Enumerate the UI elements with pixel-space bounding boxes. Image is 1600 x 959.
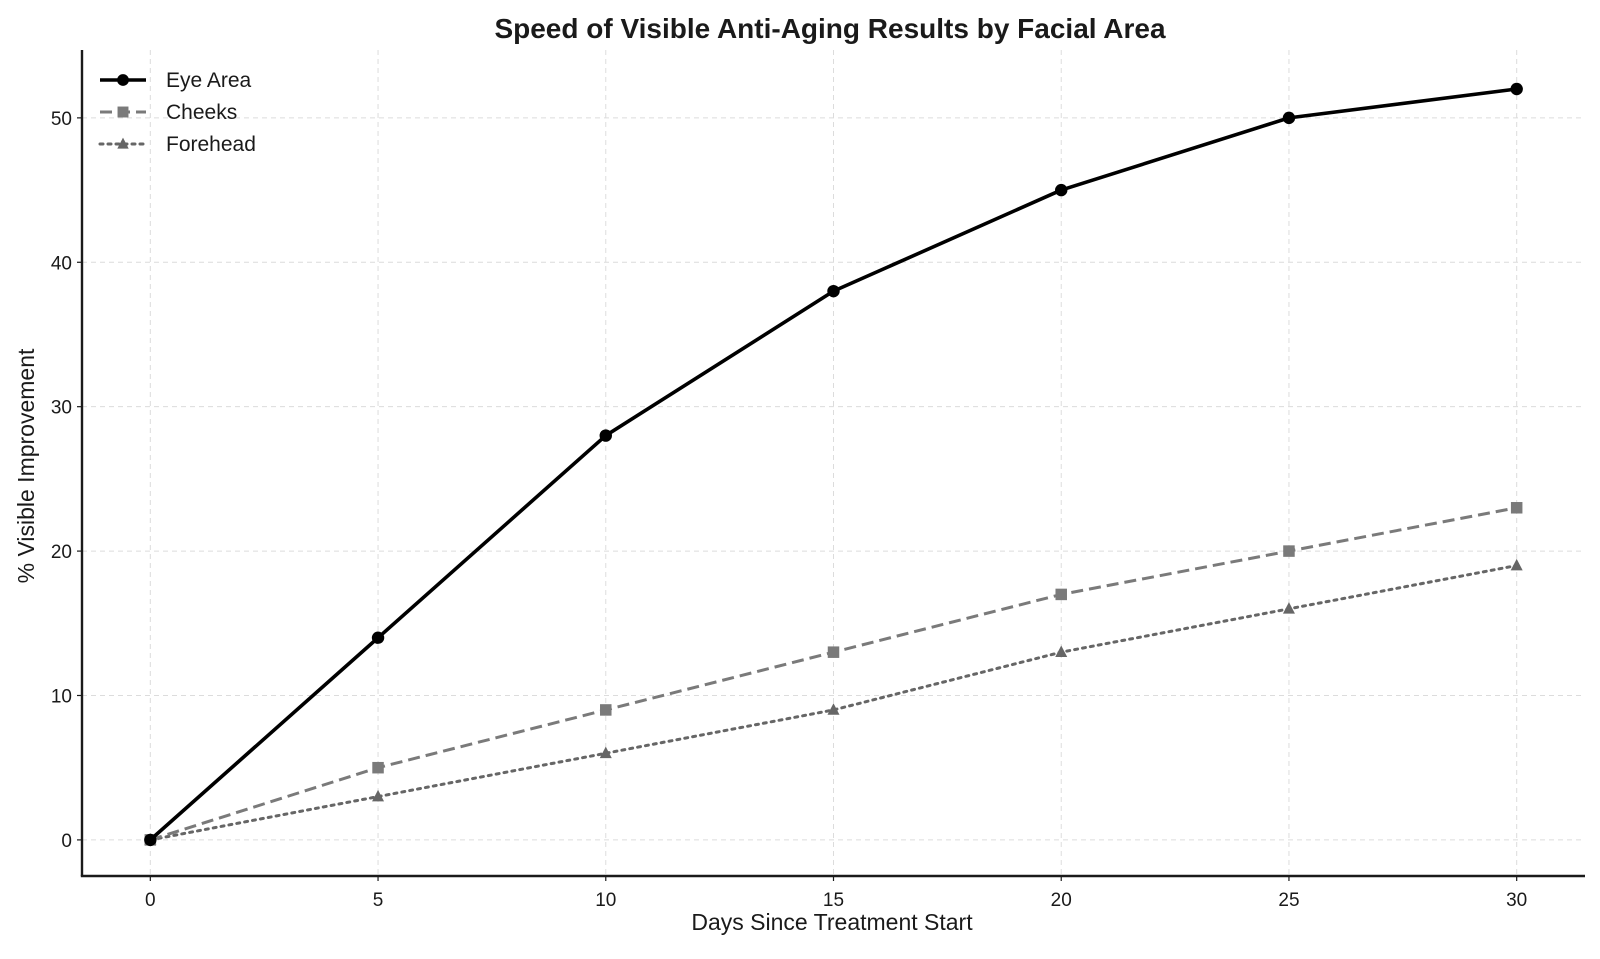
series-forehead xyxy=(144,558,1523,845)
data-point xyxy=(1282,602,1295,614)
legend-marker xyxy=(117,74,129,86)
data-point xyxy=(1055,183,1068,197)
axes: 0 5 10 15 20 25 30 0 10 20 30 40 50 xyxy=(51,50,1585,911)
y-tick-label: 30 xyxy=(51,398,72,419)
data-point xyxy=(1282,111,1296,125)
x-tick-label: 25 xyxy=(1278,890,1299,911)
data-point xyxy=(372,789,385,802)
data-point xyxy=(372,761,384,774)
x-tick-label: 5 xyxy=(373,890,384,911)
legend-marker xyxy=(117,137,129,149)
y-tick-label: 10 xyxy=(51,686,72,707)
legend-entry: Cheeks xyxy=(100,101,237,124)
y-tick-label: 0 xyxy=(61,831,72,852)
data-point xyxy=(827,703,840,715)
grid xyxy=(82,50,1585,876)
series-group xyxy=(144,82,1523,847)
legend-label: Cheeks xyxy=(166,101,237,124)
data-point xyxy=(371,631,385,644)
y-tick-label: 20 xyxy=(51,542,72,563)
x-tick-label: 0 xyxy=(145,890,156,911)
data-point xyxy=(1283,545,1295,557)
legend: Eye Area Cheeks Forehead xyxy=(98,69,256,156)
series-eye-area xyxy=(144,82,1523,847)
data-point xyxy=(1510,502,1523,514)
x-tick-label: 10 xyxy=(595,890,616,911)
data-point xyxy=(1510,558,1523,571)
x-tick-label: 15 xyxy=(823,890,844,911)
data-point xyxy=(599,429,612,442)
data-point xyxy=(1055,645,1068,658)
data-point xyxy=(1510,82,1523,96)
legend-marker xyxy=(117,106,129,118)
x-axis-label: Days Since Treatment Start xyxy=(691,909,973,935)
data-point xyxy=(1055,588,1067,601)
legend-entry: Eye Area xyxy=(100,69,252,92)
legend-entry: Forehead xyxy=(98,133,256,156)
y-tick-label: 40 xyxy=(51,253,72,274)
data-point xyxy=(827,284,840,298)
y-tick-label: 50 xyxy=(51,109,72,130)
data-point xyxy=(599,746,612,759)
x-tick-label: 20 xyxy=(1051,890,1072,911)
legend-label: Eye Area xyxy=(166,69,252,92)
data-point xyxy=(600,704,612,716)
x-tick-label: 30 xyxy=(1506,890,1527,911)
data-point xyxy=(144,833,157,847)
chart-title: Speed of Visible Anti-Aging Results by F… xyxy=(494,13,1166,44)
data-point xyxy=(827,646,840,658)
legend-label: Forehead xyxy=(166,133,256,156)
y-axis-label: % Visible Improvement xyxy=(13,348,39,583)
